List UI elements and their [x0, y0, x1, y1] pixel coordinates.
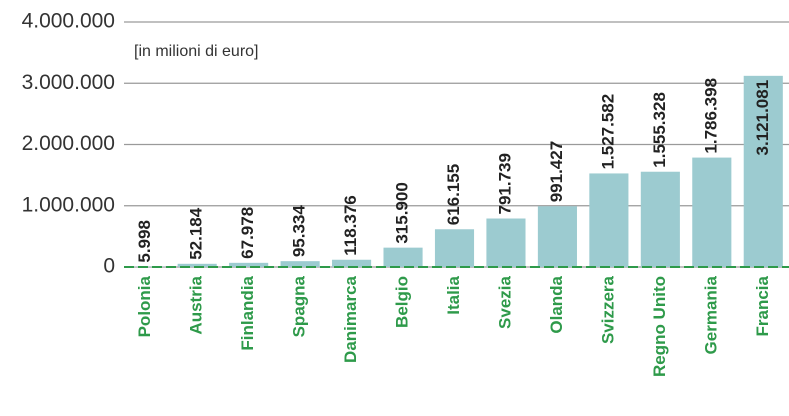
- x-tick-label: Danimarca: [341, 275, 360, 362]
- value-label: 67.978: [238, 207, 257, 259]
- x-tick-label: Svizzera: [598, 275, 617, 344]
- y-tick-label: 4.000.000: [22, 10, 115, 33]
- value-label: 1.786.398: [701, 78, 720, 154]
- bar: [280, 261, 320, 267]
- x-tick-label: Polonia: [135, 275, 154, 337]
- bar: [486, 218, 526, 267]
- bar: [537, 206, 577, 267]
- bar: [589, 173, 629, 267]
- bar: [692, 157, 732, 267]
- x-tick-label: Regno Unito: [650, 276, 669, 377]
- value-label: 5.998: [135, 220, 154, 263]
- y-tick-label: 0: [103, 255, 115, 278]
- bar: [229, 262, 269, 267]
- x-tick-label: Finlandia: [238, 275, 257, 350]
- x-tick-label: Austria: [187, 275, 206, 334]
- x-tick-label: Germania: [701, 275, 720, 354]
- x-tick-label: Belgio: [393, 276, 412, 328]
- bar: [434, 229, 475, 267]
- x-tick-label: Francia: [753, 275, 772, 336]
- annotation: [in milioni di euro]: [134, 43, 259, 60]
- x-tick-label: Olanda: [547, 275, 566, 333]
- value-label: 3.121.081: [753, 80, 772, 156]
- value-label: 52.184: [187, 207, 206, 260]
- y-tick-label: 3.000.000: [22, 71, 115, 94]
- bar: [332, 259, 372, 267]
- value-label: 118.376: [341, 195, 360, 256]
- value-label: 616.155: [444, 164, 463, 225]
- value-label: 95.334: [290, 205, 309, 258]
- value-label: 1.527.582: [598, 94, 617, 170]
- y-tick-label: 2.000.000: [22, 132, 115, 155]
- bar: [640, 171, 680, 267]
- bar: [383, 247, 423, 267]
- value-label: 791.739: [495, 153, 514, 214]
- x-tick-label: Spagna: [290, 275, 309, 337]
- bar: [177, 263, 217, 267]
- bar: [743, 75, 783, 267]
- value-label: 1.555.328: [650, 92, 669, 168]
- x-tick-label: Svezia: [495, 275, 514, 328]
- y-tick-label: 1.000.000: [22, 193, 115, 216]
- value-label: 991.427: [547, 141, 566, 202]
- x-tick-label: Italia: [444, 275, 463, 314]
- value-label: 315.900: [393, 182, 412, 243]
